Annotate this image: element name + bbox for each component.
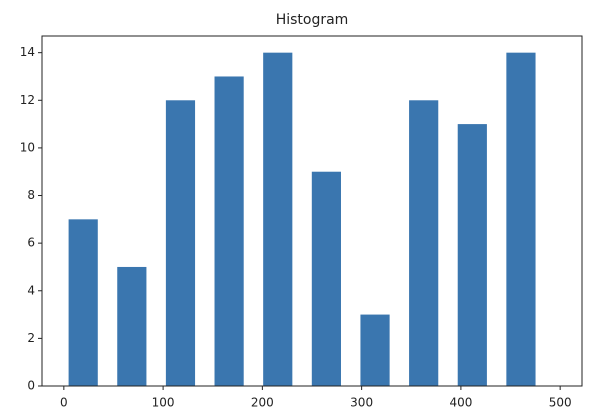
y-tick-label: 12	[20, 93, 35, 107]
x-tick-label: 300	[350, 396, 373, 410]
y-tick-label: 10	[20, 140, 35, 154]
x-tick-label: 100	[152, 396, 175, 410]
y-tick-label: 0	[27, 379, 35, 393]
bar	[457, 124, 487, 386]
plot-frame	[41, 35, 583, 387]
x-tick-label: 500	[549, 396, 572, 410]
bar	[506, 52, 536, 387]
x-tick-label: 200	[251, 396, 274, 410]
bar	[311, 171, 341, 386]
y-tick-label: 8	[27, 188, 35, 202]
bar	[165, 100, 196, 387]
bar	[68, 219, 98, 386]
x-tick-label: 400	[449, 396, 472, 410]
bar	[214, 76, 244, 386]
y-tick-label: 6	[27, 236, 35, 250]
chart-title: Histogram	[276, 12, 349, 28]
bar	[117, 266, 147, 386]
y-tick-label: 4	[27, 283, 35, 297]
bar	[409, 100, 439, 387]
bar	[263, 52, 293, 387]
y-tick-label: 2	[27, 331, 35, 345]
y-tick-label: 14	[20, 45, 35, 59]
bar	[360, 314, 390, 386]
x-tick-label: 0	[60, 396, 68, 410]
